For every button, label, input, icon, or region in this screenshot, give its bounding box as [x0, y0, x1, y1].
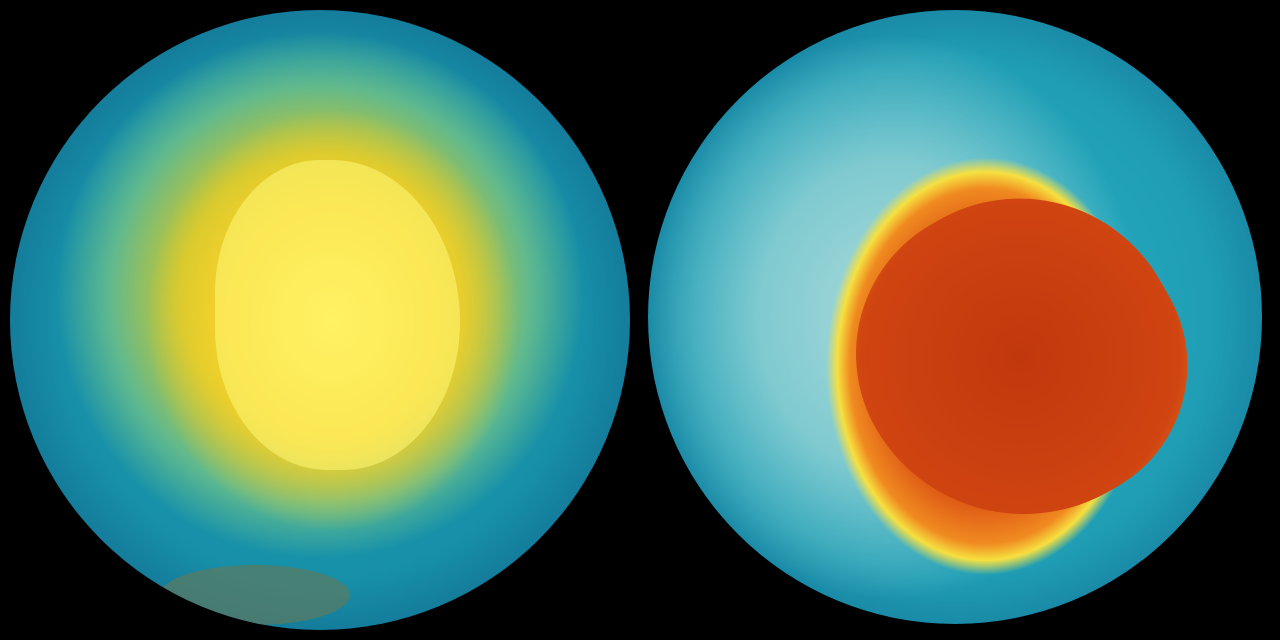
hotspot-region: [801, 139, 1239, 577]
landmass: [160, 565, 350, 625]
antarctica-region: [215, 160, 460, 470]
right-globe-image: [648, 10, 1262, 624]
left-globe-image: [10, 10, 630, 630]
